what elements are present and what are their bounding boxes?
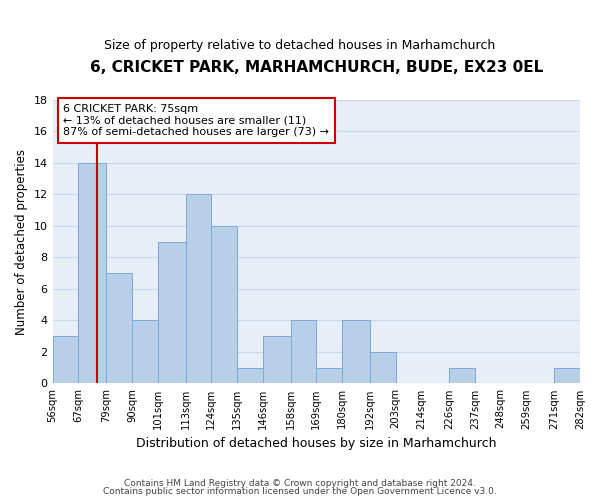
X-axis label: Distribution of detached houses by size in Marhamchurch: Distribution of detached houses by size … [136,437,497,450]
Text: Contains public sector information licensed under the Open Government Licence v3: Contains public sector information licen… [103,487,497,496]
Bar [554,368,580,384]
Bar [237,368,263,384]
Bar [370,352,395,384]
Bar [211,226,237,384]
Bar [316,368,342,384]
Text: Contains HM Land Registry data © Crown copyright and database right 2024.: Contains HM Land Registry data © Crown c… [124,478,476,488]
Bar [290,320,316,384]
Title: 6, CRICKET PARK, MARHAMCHURCH, BUDE, EX23 0EL: 6, CRICKET PARK, MARHAMCHURCH, BUDE, EX2… [89,60,543,75]
Bar [158,242,185,384]
Text: 6 CRICKET PARK: 75sqm
← 13% of detached houses are smaller (11)
87% of semi-deta: 6 CRICKET PARK: 75sqm ← 13% of detached … [63,104,329,137]
Bar [53,336,78,384]
Bar [78,163,106,384]
Bar [132,320,158,384]
Bar [185,194,211,384]
Bar [342,320,370,384]
Y-axis label: Number of detached properties: Number of detached properties [15,148,28,334]
Bar [263,336,290,384]
Bar [449,368,475,384]
Bar [106,273,132,384]
Text: Size of property relative to detached houses in Marhamchurch: Size of property relative to detached ho… [104,38,496,52]
